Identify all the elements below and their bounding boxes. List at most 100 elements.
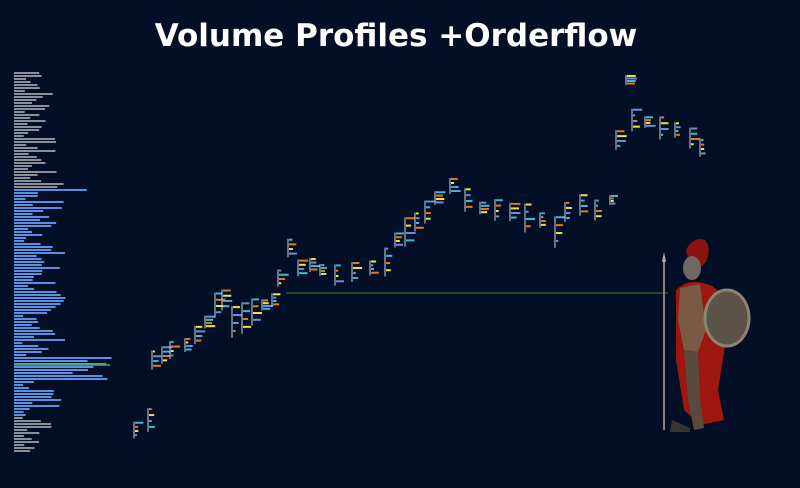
profile-bar bbox=[14, 420, 41, 422]
orderflow-bar bbox=[691, 132, 698, 135]
orderflow-bar bbox=[481, 211, 488, 214]
orderflow-bar bbox=[633, 120, 638, 122]
orderflow-bar bbox=[661, 128, 669, 130]
orderflow-bar bbox=[163, 350, 171, 353]
profile-bar bbox=[14, 339, 66, 341]
orderflow-bar bbox=[321, 270, 326, 272]
orderflow-bar bbox=[676, 130, 679, 132]
orderflow-bar bbox=[646, 122, 651, 124]
orderflow-bar bbox=[253, 305, 259, 308]
profile-bar bbox=[14, 405, 60, 407]
profile-bar bbox=[14, 450, 31, 452]
orderflow-bar bbox=[206, 322, 212, 324]
orderflow-bar bbox=[171, 354, 174, 357]
title: Volume Profiles +Orderflow bbox=[155, 18, 638, 54]
orderflow-bar bbox=[135, 421, 144, 424]
profile-bar bbox=[14, 213, 33, 215]
orderflow-bar bbox=[481, 201, 487, 204]
profile-bar bbox=[14, 411, 24, 413]
orderflow-bar bbox=[701, 148, 705, 150]
orderflow-bar bbox=[273, 303, 280, 306]
orderflow-bar bbox=[466, 205, 473, 208]
orderflow-bar bbox=[566, 201, 570, 204]
profile-bar bbox=[14, 417, 23, 419]
profile-bar bbox=[14, 273, 42, 275]
profile-bar bbox=[14, 198, 26, 200]
orderflow-bar bbox=[691, 143, 694, 146]
orderflow-bar bbox=[186, 337, 191, 340]
profile-bar bbox=[14, 243, 41, 245]
profile-bar bbox=[14, 168, 28, 170]
profile-bar bbox=[14, 348, 49, 350]
orderflow-bar bbox=[289, 238, 293, 241]
profile-bar bbox=[14, 78, 27, 80]
profile-bar bbox=[14, 87, 40, 89]
orderflow-bar bbox=[311, 258, 316, 261]
profile-bar bbox=[14, 216, 50, 218]
orderflow-bar bbox=[171, 345, 181, 348]
profile-bar bbox=[14, 135, 24, 137]
profile-bar bbox=[14, 282, 56, 284]
orderflow-bar bbox=[416, 222, 420, 224]
orderflow-bar bbox=[617, 135, 627, 138]
profile-bar bbox=[14, 111, 25, 113]
profile-bar bbox=[14, 162, 46, 164]
orderflow-bar bbox=[451, 186, 459, 188]
orderflow-bar bbox=[451, 190, 461, 193]
orderflow-bar bbox=[386, 254, 393, 257]
profile-bar bbox=[14, 174, 38, 176]
orderflow-bar bbox=[406, 224, 412, 227]
orderflow-bar bbox=[566, 217, 570, 220]
profile-bar bbox=[14, 429, 28, 431]
orderflow-bar bbox=[701, 139, 704, 142]
orderflow-bar bbox=[466, 200, 473, 202]
orderflow-bar bbox=[436, 201, 444, 204]
orderflow-bar bbox=[661, 133, 664, 136]
orderflow-bar bbox=[216, 311, 222, 314]
orderflow-bar bbox=[581, 199, 585, 202]
orderflow-bar bbox=[243, 325, 252, 328]
orderflow-bar bbox=[406, 217, 416, 220]
orderflow-bar bbox=[451, 177, 458, 180]
profile-bar bbox=[14, 132, 29, 134]
profile-bar bbox=[14, 309, 51, 311]
orderflow-bar bbox=[216, 292, 222, 295]
orderflow-bar bbox=[223, 289, 231, 292]
orderflow-bar bbox=[426, 212, 431, 214]
orderflow-bar bbox=[263, 307, 271, 310]
orderflow-bar bbox=[336, 264, 341, 267]
orderflow-bar bbox=[617, 144, 621, 147]
orderflow-bar bbox=[541, 220, 546, 222]
orderflow-bar bbox=[153, 360, 159, 362]
orderflow-bar bbox=[289, 252, 297, 255]
profile-bar bbox=[14, 249, 52, 251]
profile-bar bbox=[14, 402, 33, 404]
orderflow-bar bbox=[661, 122, 669, 125]
orderflow-bar bbox=[163, 355, 171, 357]
orderflow-bar bbox=[243, 318, 249, 320]
orderflow-bar bbox=[556, 232, 563, 234]
profile-bar bbox=[14, 423, 52, 425]
orderflow-bar bbox=[496, 210, 499, 212]
profile-bar bbox=[14, 138, 55, 140]
orderflow-bar bbox=[289, 243, 297, 246]
volume-profile bbox=[14, 72, 112, 452]
profile-bar bbox=[14, 123, 28, 125]
profile-bar bbox=[14, 270, 43, 272]
profile-bar bbox=[14, 357, 112, 359]
profile-bar bbox=[14, 387, 29, 389]
orderflow-bar bbox=[253, 298, 260, 301]
orderflow-bar bbox=[676, 126, 681, 129]
profile-bar bbox=[14, 369, 89, 371]
orderflow-bar bbox=[149, 425, 155, 428]
legs bbox=[684, 350, 704, 430]
orderflow-bar bbox=[646, 116, 654, 119]
orderflow-bar bbox=[299, 259, 309, 262]
profile-bar bbox=[14, 156, 37, 158]
orderflow-bar bbox=[353, 261, 360, 264]
orderflow-bar bbox=[299, 268, 305, 270]
helmet bbox=[683, 256, 701, 280]
orderflow-bar bbox=[163, 359, 168, 362]
orderflow-bar bbox=[496, 199, 503, 202]
orderflow-bar bbox=[611, 194, 618, 197]
